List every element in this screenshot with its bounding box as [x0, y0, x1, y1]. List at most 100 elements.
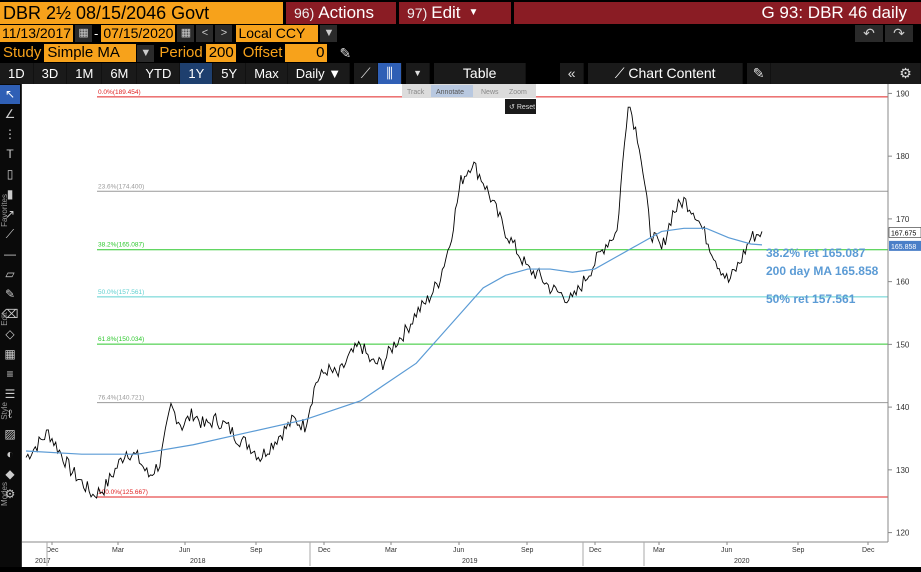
fibonacci-tool-icon[interactable]: ⋮: [4, 127, 16, 141]
actions-label: Actions: [318, 2, 374, 22]
annotate-button[interactable]: Annotate: [436, 89, 464, 96]
currency-select[interactable]: Local CCY: [236, 25, 319, 42]
chevron-down-icon[interactable]: ▼: [137, 44, 155, 62]
last-price-label: 167.675: [891, 230, 916, 237]
edit-chart-icon[interactable]: ✎: [747, 63, 772, 84]
chart-title-bar: G 93: DBR 46 daily: [514, 1, 921, 24]
x-tick-label: Mar: [653, 547, 666, 554]
x-tick-label: Mar: [112, 547, 125, 554]
chevron-down-icon: ▼: [468, 6, 479, 18]
range-1m[interactable]: 1M: [67, 63, 103, 84]
study-select[interactable]: Simple MA: [44, 44, 137, 62]
edit-button[interactable]: 97) Edit ▼: [399, 1, 511, 24]
range-1y[interactable]: 1Y: [180, 63, 214, 84]
frame-tool-icon[interactable]: ▯: [6, 167, 14, 181]
y-tick-label: 190: [896, 89, 910, 98]
chart-tool-icon[interactable]: ▨: [4, 427, 16, 441]
series-layer: [25, 106, 763, 499]
range-3d[interactable]: 3D: [33, 63, 68, 84]
end-date-input[interactable]: 07/15/2020: [101, 25, 176, 42]
start-date-input[interactable]: 11/13/2017: [0, 25, 74, 42]
range-6m[interactable]: 6M: [102, 63, 138, 84]
calendar-icon[interactable]: ▦: [177, 25, 195, 42]
chart-title: G 93: DBR 46 daily: [761, 2, 907, 22]
x-tick-label: Dec: [46, 547, 59, 554]
chart-canvas[interactable]: 0.0%(189.454) 23.6%(174.400) 38.2%(165.087…: [22, 84, 921, 567]
range-5y[interactable]: 5Y: [213, 63, 247, 84]
arrow-tool-icon[interactable]: ↗: [4, 207, 16, 221]
channel-tool-icon[interactable]: ▱: [5, 267, 15, 281]
bar-tool-icon[interactable]: ▮: [6, 187, 14, 201]
date-range-bar: 11/13/2017 ▦ - 07/15/2020 ▦ < > Local CC…: [0, 24, 921, 43]
range-1d[interactable]: 1D: [0, 63, 34, 84]
x-tick-label: Dec: [589, 547, 602, 554]
undo-icon[interactable]: ↶: [855, 25, 883, 42]
mode-tool-icon[interactable]: ◐: [6, 447, 14, 461]
shape-tool-icon[interactable]: ◇: [5, 327, 15, 341]
chart-content-label: Chart Content: [628, 65, 716, 81]
security-ticker[interactable]: DBR 2½ 08/15/2046 Govt: [0, 1, 283, 24]
y-tick-label: 120: [896, 529, 910, 538]
horizontal-line-icon[interactable]: —: [4, 247, 16, 261]
x-tick-label: Jun: [179, 547, 190, 554]
bar-chart-icon[interactable]: ⫼: [378, 63, 403, 84]
text-tool-icon[interactable]: T: [6, 147, 14, 161]
frequency-select[interactable]: Daily ▼: [287, 63, 351, 84]
chevron-down-icon[interactable]: ▼: [320, 25, 338, 42]
fib-level-label: 61.8%(150.034): [98, 336, 144, 343]
chevron-down-icon[interactable]: ▼: [406, 63, 431, 84]
cursor-icon[interactable]: ↖: [0, 85, 20, 104]
zoom-button[interactable]: Zoom: [509, 89, 527, 96]
y-tick-label: 160: [896, 278, 910, 287]
list-tool-icon[interactable]: ≡: [6, 367, 14, 381]
chevron-right-icon[interactable]: >: [215, 25, 233, 42]
actions-button[interactable]: 96) Actions: [286, 1, 396, 24]
fib-level-label: 50.0%(157.561): [98, 289, 144, 296]
pencil-tool-icon[interactable]: ✎: [4, 287, 16, 301]
date-separator: -: [94, 26, 99, 41]
edit-number: 97): [407, 4, 428, 21]
table-button[interactable]: Table: [434, 63, 527, 84]
chart-annotation: 50% ret 157.561: [766, 292, 856, 306]
frequency-label: Daily: [295, 66, 325, 81]
style-label: Style: [0, 402, 9, 420]
x-axis: Dec Mar Jun Sep Dec Mar Jun Sep Dec Mar Jun Sep Dec 2…: [22, 541, 888, 566]
range-ytd[interactable]: YTD: [137, 63, 181, 84]
track-button[interactable]: Track: [407, 89, 425, 96]
x-year-label: 2019: [462, 558, 478, 565]
redo-icon[interactable]: ↷: [885, 25, 913, 42]
y-tick-label: 130: [896, 466, 910, 475]
menu-tool-icon[interactable]: ☰: [4, 387, 16, 401]
y-tick-label: 170: [896, 215, 910, 224]
settings-tool-icon[interactable]: ⚙: [4, 487, 16, 501]
modes-label: Modes: [0, 482, 9, 507]
gear-icon[interactable]: ⚙: [891, 63, 921, 84]
chart-content-button[interactable]: ⟋ Chart Content: [588, 63, 744, 84]
offset-label: Offset: [242, 44, 283, 61]
pen-icon[interactable]: ✎: [339, 44, 352, 61]
actions-number: 96): [294, 4, 315, 21]
brush-tool-icon[interactable]: ℓ: [8, 407, 12, 421]
line-tool-icon[interactable]: ∠: [4, 107, 16, 121]
fib-level-label: 38.2%(165.087): [98, 242, 144, 249]
fib-level-label: 0.0%(189.454): [98, 89, 141, 96]
x-tick-label: Dec: [318, 547, 331, 554]
x-tick-label: Mar: [385, 547, 398, 554]
period-input[interactable]: 200: [205, 44, 236, 62]
delete-tool-icon[interactable]: ⌫: [1, 307, 19, 321]
chevron-left-icon[interactable]: <: [196, 25, 214, 42]
drawing-toolbar: ↖ ∠ ⋮ T ▯ ▮ ↗ ⟋ — ▱ ✎ ⌫ ◇ ▦ ≡ ☰ ℓ ▨ ◐ ◆ …: [0, 84, 22, 567]
reset-button[interactable]: ↺ Reset: [509, 104, 535, 111]
collapse-left-icon[interactable]: «: [560, 63, 585, 84]
grid-tool-icon[interactable]: ▦: [4, 347, 16, 361]
news-button[interactable]: News: [481, 89, 499, 96]
ray-tool-icon[interactable]: ⟋: [5, 227, 15, 241]
line-chart-icon[interactable]: ⟋: [354, 63, 379, 84]
x-tick-label: Jun: [721, 547, 732, 554]
range-max[interactable]: Max: [246, 63, 288, 84]
offset-input[interactable]: 0: [285, 44, 328, 62]
calendar-icon[interactable]: ▦: [75, 25, 93, 42]
price-chart[interactable]: 0.0%(189.454) 23.6%(174.400) 38.2%(165.087…: [22, 84, 921, 567]
palette-tool-icon[interactable]: ◆: [5, 467, 15, 481]
range-toolbar: 1D 3D 1M 6M YTD 1Y 5Y Max Daily ▼ ⟋ ⫼ ▼ …: [0, 63, 921, 84]
